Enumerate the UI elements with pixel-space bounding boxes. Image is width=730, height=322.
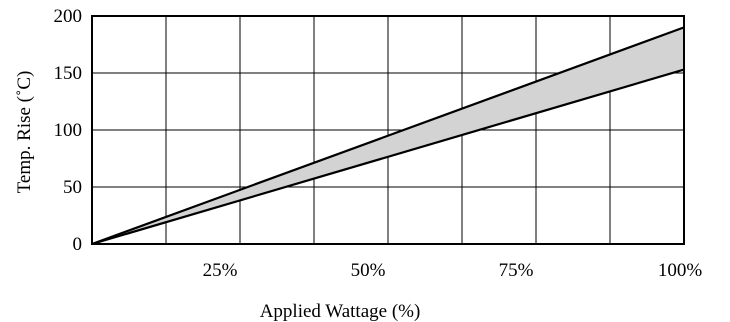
x-tick-label: 50% <box>351 260 386 281</box>
plot-border <box>91 15 685 245</box>
series-line-lower <box>91 68 685 246</box>
x-tick-label: 100% <box>658 260 703 281</box>
y-tick-label: 0 <box>73 234 83 255</box>
x-tick-labels: 25% 50% 75% 100% <box>203 260 703 281</box>
y-tick-label: 150 <box>54 63 83 84</box>
grid <box>92 16 684 244</box>
x-axis-title: Applied Wattage (%) <box>260 301 421 322</box>
y-tick-label: 100 <box>54 120 83 141</box>
series-line-upper <box>91 26 685 246</box>
x-tick-label: 25% <box>203 260 238 281</box>
y-tick-label: 50 <box>63 177 82 198</box>
x-tick-label: 75% <box>499 260 534 281</box>
y-tick-label: 200 <box>54 6 83 27</box>
y-axis-title: Temp. Rise (˚C) <box>14 71 35 194</box>
y-tick-labels: 0 50 100 150 200 <box>54 6 83 255</box>
series-lines <box>91 26 685 246</box>
plot-frame <box>91 15 685 245</box>
